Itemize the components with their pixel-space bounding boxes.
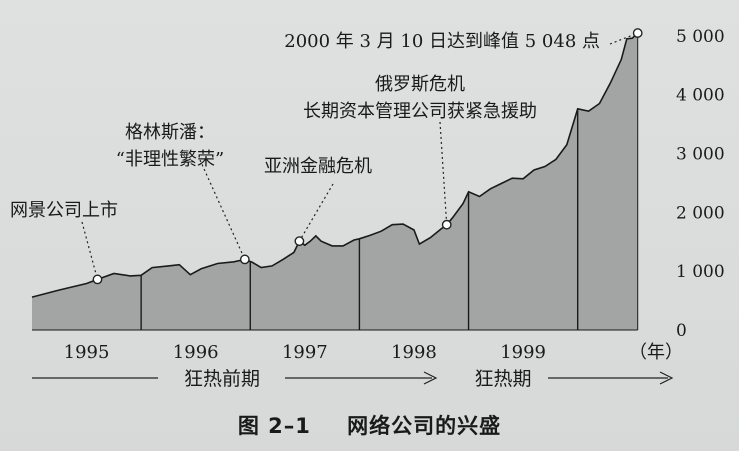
annotation-label: “非理性繁荣” [116,149,224,170]
x-unit-label: （年） [629,342,683,363]
annotation-marker [294,236,305,247]
x-tick-label: 1998 [391,342,437,363]
x-tick-label: 1997 [282,342,328,363]
x-tick-label: 1999 [500,342,546,363]
phase-label: 狂热前期 [184,368,260,390]
x-tick-label: 1996 [173,342,219,363]
y-tick-label: 3 000 [676,145,725,165]
annotation-leader [298,183,334,242]
phase-arrow-head [423,371,438,385]
annotation-leader [439,121,448,225]
series-line [31,32,639,298]
y-tick-label: 5 000 [676,27,725,47]
annotation-label: 亚洲金融危机 [264,156,372,177]
series-area [32,33,638,330]
y-tick-label: 1 000 [676,262,725,282]
annotation-marker [239,254,250,265]
phase-label: 狂热期 [474,368,531,390]
annotation-label: 网景公司上市 [10,200,118,221]
annotation-leader [81,221,99,280]
y-tick-label: 2 000 [676,203,725,223]
x-tick-label: 1995 [64,342,110,363]
figure-caption: 图 2–1 网络公司的兴盛 [0,410,739,440]
annotation-label: 俄罗斯危机 [375,74,465,95]
annotation-leader [199,159,246,260]
annotation-marker [632,28,643,38]
annotation-marker [92,274,103,285]
figure-title: 网络公司的兴盛 [347,414,502,438]
annotation-label: 2000 年 3 月 10 日达到峰值 5 048 点 [284,31,600,52]
phase-arrow-head [659,371,674,385]
y-tick-label: 0 [676,321,687,341]
annotation-label: 格林斯潘： [125,122,215,143]
figure-number: 图 2–1 [237,414,311,438]
annotation-marker [441,219,452,230]
y-tick-label: 4 000 [676,86,725,106]
annotation-label: 长期资本管理公司获紧急援助 [303,101,537,122]
